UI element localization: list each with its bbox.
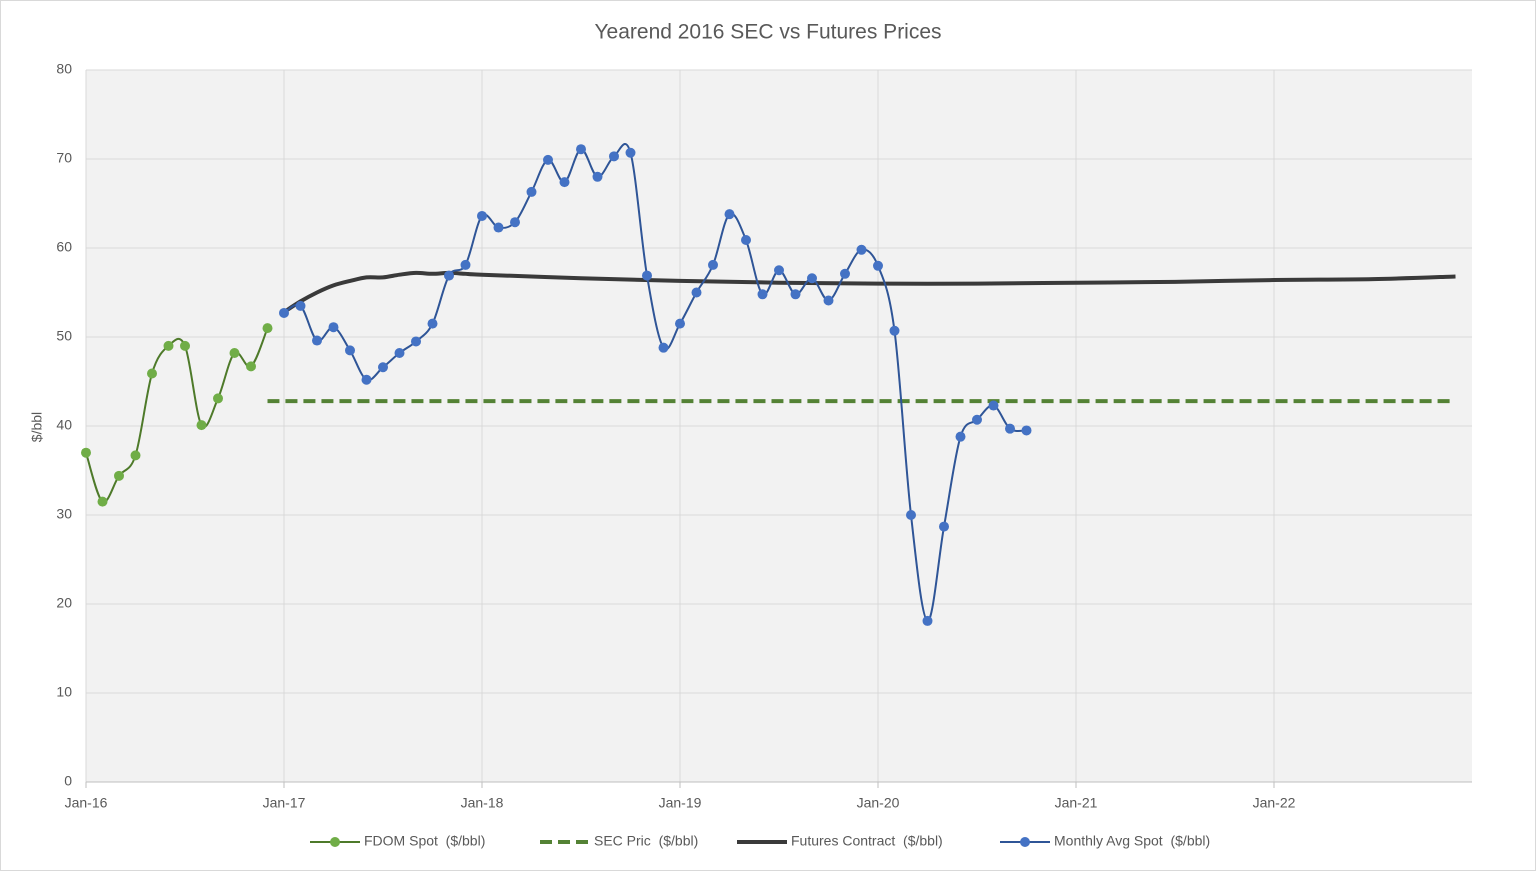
- data-point: [972, 414, 982, 425]
- data-point: [361, 374, 372, 385]
- y-axis-label: $/bbl: [29, 412, 45, 442]
- data-point: [229, 348, 240, 359]
- data-point: [81, 447, 91, 458]
- y-tick-label: 60: [56, 239, 72, 255]
- data-point: [345, 345, 355, 356]
- data-point: [559, 177, 570, 188]
- y-tick-label: 10: [56, 684, 72, 700]
- y-tick-label: 30: [56, 506, 72, 522]
- data-point: [493, 222, 504, 233]
- data-point: [658, 342, 669, 353]
- data-point: [411, 336, 421, 347]
- data-point: [477, 210, 487, 221]
- data-point: [1005, 423, 1015, 434]
- data-point: [378, 362, 388, 373]
- x-tick-label: Jan-21: [1055, 795, 1098, 811]
- data-point: [823, 295, 834, 306]
- data-point: [130, 450, 141, 461]
- legend-marker: [330, 837, 340, 847]
- data-point: [592, 171, 603, 182]
- data-point: [642, 270, 652, 281]
- chart-title: Yearend 2016 SEC vs Futures Prices: [594, 21, 941, 44]
- data-point: [922, 615, 933, 626]
- data-point: [97, 496, 108, 507]
- data-point: [147, 368, 157, 379]
- legend-label: FDOM Spot ($/bbl): [364, 833, 485, 849]
- data-point: [708, 259, 718, 270]
- x-tick-label: Jan-16: [65, 795, 108, 811]
- data-point: [328, 322, 339, 333]
- x-tick-label: Jan-20: [857, 795, 900, 811]
- data-point: [543, 154, 553, 165]
- data-point: [873, 260, 883, 271]
- y-tick-label: 0: [64, 773, 72, 789]
- data-point: [889, 325, 900, 336]
- x-tick-label: Jan-19: [659, 795, 702, 811]
- legend-label: SEC Pric ($/bbl): [594, 833, 698, 849]
- data-point: [427, 318, 438, 329]
- legend-marker: [1020, 837, 1030, 847]
- data-point: [526, 186, 537, 197]
- data-point: [213, 393, 223, 404]
- data-point: [757, 289, 768, 300]
- data-point: [790, 289, 801, 300]
- data-point: [510, 217, 520, 228]
- data-point: [279, 307, 289, 318]
- data-point: [196, 420, 207, 431]
- y-tick-label: 20: [56, 595, 72, 611]
- data-point: [246, 361, 256, 372]
- legend-label: Futures Contract ($/bbl): [791, 833, 943, 849]
- y-tick-label: 70: [56, 150, 72, 166]
- data-point: [675, 318, 685, 329]
- y-tick-label: 40: [56, 417, 72, 433]
- data-point: [856, 244, 867, 255]
- y-tick-label: 50: [56, 328, 72, 344]
- series-line: [282, 270, 1456, 314]
- x-tick-label: Jan-22: [1253, 795, 1296, 811]
- data-point: [691, 287, 702, 298]
- data-point: [988, 400, 999, 411]
- data-point: [625, 147, 636, 158]
- data-point: [180, 340, 190, 351]
- data-point: [394, 348, 405, 359]
- data-point: [460, 259, 471, 270]
- data-point: [295, 300, 306, 311]
- legend-label: Monthly Avg Spot ($/bbl): [1054, 833, 1210, 849]
- data-point: [312, 335, 322, 346]
- data-point: [741, 234, 751, 245]
- data-point: [576, 144, 586, 155]
- data-point: [609, 151, 619, 162]
- data-point: [163, 340, 174, 351]
- data-point: [840, 268, 850, 279]
- data-point: [955, 431, 966, 442]
- x-tick-label: Jan-18: [461, 795, 504, 811]
- data-point: [262, 323, 273, 334]
- x-tick-label: Jan-17: [263, 795, 306, 811]
- data-point: [1021, 425, 1032, 436]
- data-point: [444, 270, 454, 281]
- data-point: [114, 470, 124, 481]
- y-tick-label: 80: [56, 61, 72, 77]
- data-point: [774, 265, 784, 276]
- data-point: [807, 273, 817, 284]
- data-point: [906, 510, 916, 520]
- data-point: [724, 209, 735, 220]
- data-point: [939, 521, 949, 532]
